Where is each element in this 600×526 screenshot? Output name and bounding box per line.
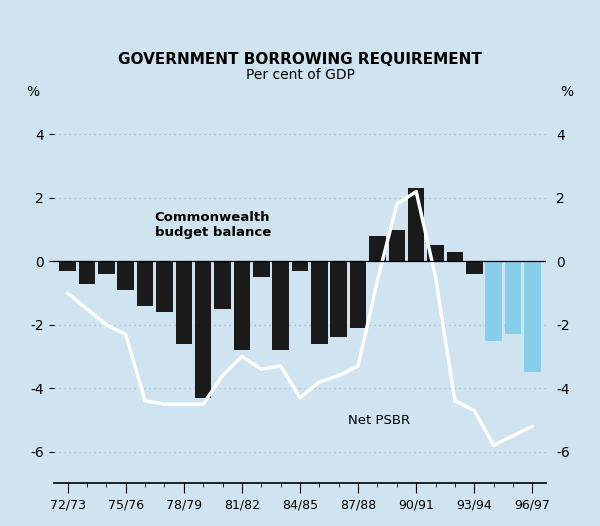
Bar: [485, 261, 502, 341]
Text: Commonwealth
budget balance: Commonwealth budget balance: [155, 210, 271, 239]
Bar: [98, 261, 115, 274]
Bar: [253, 261, 269, 277]
Bar: [59, 261, 76, 271]
Bar: [524, 261, 541, 372]
Bar: [195, 261, 211, 398]
Bar: [427, 246, 444, 261]
Bar: [292, 261, 308, 271]
Bar: [176, 261, 192, 344]
Title: GOVERNMENT BORROWING REQUIREMENT: GOVERNMENT BORROWING REQUIREMENT: [118, 52, 482, 67]
Bar: [79, 261, 95, 284]
Bar: [369, 236, 386, 261]
Bar: [505, 261, 521, 335]
Bar: [311, 261, 328, 344]
Bar: [466, 261, 482, 274]
Text: Net PSBR: Net PSBR: [349, 413, 410, 427]
Bar: [408, 188, 424, 261]
Bar: [331, 261, 347, 338]
Bar: [272, 261, 289, 350]
Text: Per cent of GDP: Per cent of GDP: [245, 68, 355, 82]
Text: %: %: [560, 85, 574, 99]
Bar: [446, 252, 463, 261]
Bar: [214, 261, 231, 309]
Bar: [137, 261, 154, 306]
Bar: [118, 261, 134, 290]
Text: %: %: [26, 85, 40, 99]
Bar: [156, 261, 173, 312]
Bar: [389, 230, 405, 261]
Bar: [350, 261, 367, 328]
Bar: [233, 261, 250, 350]
